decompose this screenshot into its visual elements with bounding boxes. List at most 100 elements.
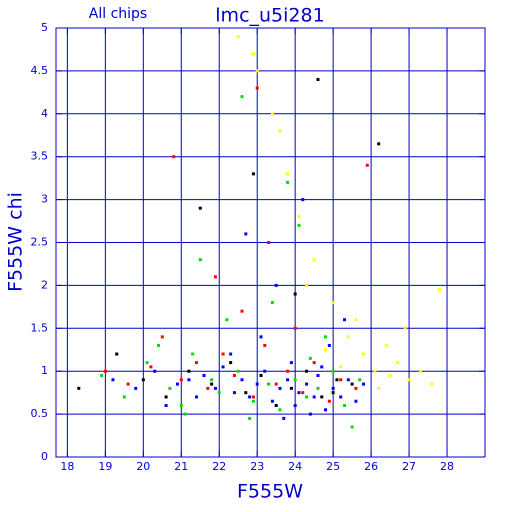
y-tick-label: 4.5	[31, 64, 49, 77]
point	[122, 395, 126, 399]
point	[274, 382, 278, 386]
point	[206, 386, 210, 390]
point	[232, 391, 236, 395]
point	[289, 386, 293, 390]
point	[289, 361, 293, 365]
point	[312, 361, 316, 365]
point	[213, 386, 217, 390]
point	[217, 391, 221, 395]
point	[255, 86, 259, 90]
point	[407, 378, 411, 382]
point	[191, 352, 195, 356]
point	[308, 412, 312, 416]
point	[179, 378, 183, 382]
x-tick-label: 20	[136, 460, 150, 473]
y-tick-label: 0.5	[31, 407, 49, 420]
x-tick-label: 21	[174, 460, 188, 473]
point	[320, 365, 324, 369]
point	[240, 309, 244, 313]
point	[293, 292, 297, 296]
point	[362, 352, 366, 356]
point	[175, 382, 179, 386]
point	[346, 335, 350, 339]
point	[225, 318, 229, 322]
point	[339, 395, 343, 399]
point	[248, 395, 252, 399]
point	[160, 335, 164, 339]
point	[270, 399, 274, 403]
point	[297, 391, 301, 395]
x-axis-label: F555W	[237, 481, 303, 503]
point	[312, 258, 316, 262]
point	[244, 391, 248, 395]
point	[293, 378, 297, 382]
point	[263, 369, 267, 373]
point	[240, 95, 244, 99]
plot-frame	[55, 27, 486, 458]
point	[331, 391, 335, 395]
point	[263, 343, 267, 347]
point	[331, 369, 335, 373]
point	[111, 378, 115, 382]
point	[331, 386, 335, 390]
point	[221, 352, 225, 356]
x-tick-label: 24	[288, 460, 302, 473]
point	[327, 399, 331, 403]
point	[232, 373, 236, 377]
point	[240, 378, 244, 382]
point	[377, 142, 381, 146]
x-tick-label: 23	[250, 460, 264, 473]
point	[388, 373, 392, 377]
point	[339, 365, 343, 369]
y-tick-label: 2.5	[31, 236, 49, 249]
point	[259, 373, 263, 377]
point	[286, 369, 290, 373]
point	[293, 326, 297, 330]
point	[324, 335, 328, 339]
point	[194, 361, 198, 365]
y-tick-label: 0	[41, 450, 48, 463]
point	[286, 180, 290, 184]
point	[305, 395, 309, 399]
y-tick-label: 1.5	[31, 321, 49, 334]
point	[244, 232, 248, 236]
point	[198, 206, 202, 210]
point	[251, 395, 255, 399]
point	[126, 382, 130, 386]
point	[418, 369, 422, 373]
point	[236, 35, 240, 39]
point	[320, 395, 324, 399]
point	[267, 241, 271, 244]
point	[251, 52, 255, 56]
point	[297, 223, 301, 227]
point	[305, 283, 309, 287]
point	[354, 399, 358, 403]
point	[164, 395, 168, 399]
point	[297, 215, 301, 219]
point	[331, 301, 335, 305]
point	[354, 318, 358, 322]
y-tick-label: 1	[41, 364, 48, 377]
point	[187, 369, 191, 373]
point	[286, 172, 290, 176]
point	[274, 283, 278, 287]
x-tick-label: 27	[402, 460, 416, 473]
point	[278, 129, 282, 133]
point	[255, 382, 259, 386]
point	[100, 373, 104, 377]
y-tick-label: 5	[41, 21, 48, 34]
point	[358, 378, 362, 382]
point	[305, 369, 309, 373]
point	[339, 378, 343, 382]
point	[168, 386, 172, 390]
point	[210, 382, 214, 386]
point	[373, 369, 377, 373]
point	[236, 369, 240, 373]
point	[115, 352, 119, 356]
point	[251, 399, 255, 403]
point	[316, 386, 320, 390]
point	[305, 382, 309, 386]
point	[308, 356, 312, 360]
point	[346, 378, 350, 382]
point	[210, 378, 214, 382]
